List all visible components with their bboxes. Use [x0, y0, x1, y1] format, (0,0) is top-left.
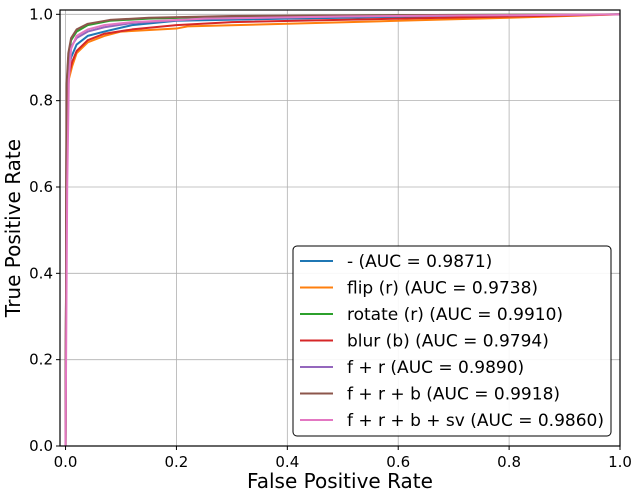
legend-entry: rotate (r) (AUC = 0.9910): [347, 305, 563, 325]
roc-curve: [64, 13, 621, 447]
x-tick-label: 0.6: [386, 453, 410, 471]
y-tick-label: 0.6: [29, 178, 53, 196]
legend-entry: f + r + b + sv (AUC = 0.9860): [347, 411, 604, 431]
legend-entry: f + r (AUC = 0.9890): [347, 358, 524, 378]
legend-entry: f + r + b (AUC = 0.9918): [347, 385, 560, 405]
y-tick-label: 0.0: [29, 437, 53, 455]
x-tick-label: 0.4: [275, 453, 299, 471]
plot-frame: [59, 9, 621, 447]
x-tick-label: 0.0: [54, 453, 78, 471]
x-tick-label: 0.2: [165, 453, 189, 471]
legend-entry: blur (b) (AUC = 0.9794): [347, 332, 549, 352]
x-tick-label: 1.0: [608, 453, 632, 471]
legend-box: [292, 245, 612, 437]
y-tick-label: 0.8: [29, 92, 53, 110]
x-axis-label: False Positive Rate: [247, 469, 433, 493]
legend: - (AUC = 0.9871) flip (r) (AUC = 0.9738) r…: [292, 245, 612, 437]
legend-entry: flip (r) (AUC = 0.9738): [347, 279, 538, 299]
axis-ticks: 0.0 0.2 0.4 0.6 0.8 1.0 0.0 0.2 0.4 0.6 0.8 1.0: [29, 5, 632, 471]
legend-entry: - (AUC = 0.9871): [347, 252, 492, 272]
roc-curve: [64, 13, 621, 447]
y-tick-label: 0.4: [29, 264, 53, 282]
y-tick-label: 1.0: [29, 5, 53, 23]
y-axis-label: True Positive Rate: [1, 139, 25, 318]
x-tick-label: 0.8: [497, 453, 521, 471]
y-tick-label: 0.2: [29, 351, 53, 369]
roc-curves: [64, 13, 621, 447]
